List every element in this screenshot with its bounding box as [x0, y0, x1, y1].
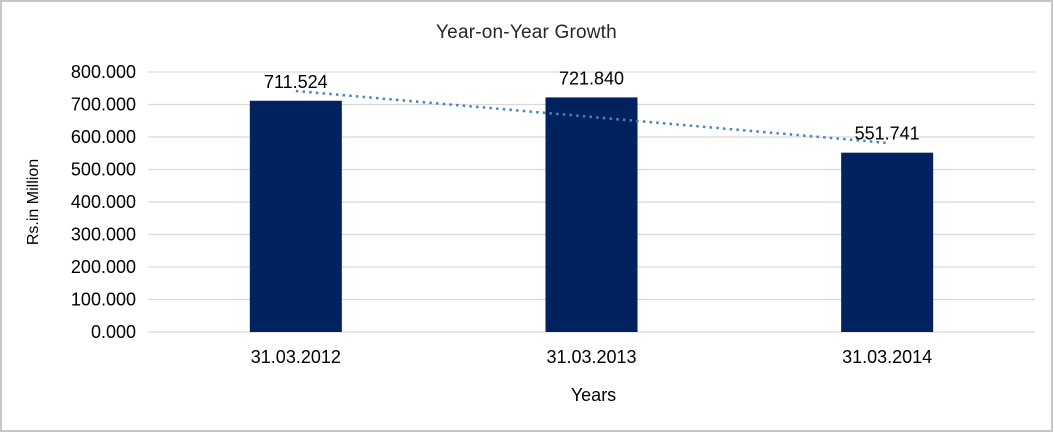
x-axis-title: Years	[570, 385, 617, 405]
y-tick-label: 400.000	[71, 192, 136, 212]
y-tick-label: 0.000	[91, 322, 136, 342]
bar-value-label: 711.524	[264, 72, 328, 92]
x-tick-label: 31.03.2013	[546, 347, 636, 367]
y-tick-label: 300.000	[71, 225, 136, 245]
bar-3	[841, 152, 934, 332]
x-tick-label: 31.03.2014	[842, 347, 932, 367]
bar-value-label: 721.840	[559, 68, 624, 88]
y-tick-label: 100.000	[71, 290, 136, 310]
bar-2	[545, 97, 638, 332]
y-tick-label: 600.000	[71, 127, 136, 147]
y-axis-title: Rs.in Million	[25, 158, 42, 246]
x-tick-label: 31.03.2012	[251, 347, 341, 367]
chart-title: Year-on-Year Growth	[436, 22, 617, 43]
bar-1	[249, 100, 342, 332]
y-tick-label: 800.000	[71, 62, 136, 82]
y-tick-label: 200.000	[71, 257, 136, 277]
trendline	[295, 89, 888, 145]
y-tick-label: 700.000	[71, 95, 136, 115]
bar-value-label: 551.741	[855, 124, 920, 144]
y-tick-label: 500.000	[71, 160, 136, 180]
